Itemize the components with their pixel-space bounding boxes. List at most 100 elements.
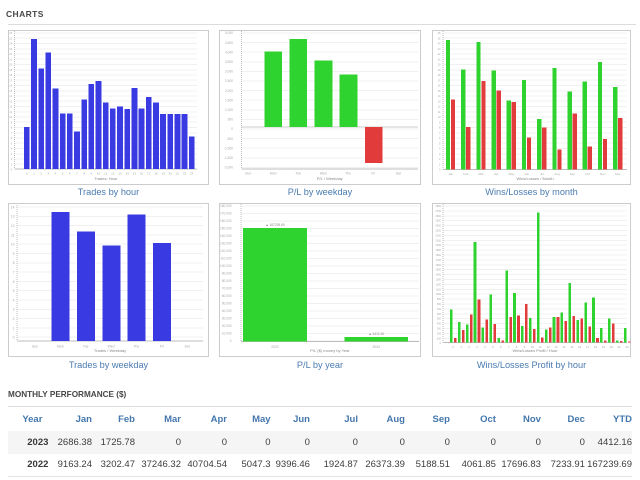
svg-text:19: 19 (9, 68, 12, 72)
svg-text:18: 18 (594, 345, 598, 349)
svg-text:500: 500 (437, 318, 442, 321)
svg-text:Sat: Sat (396, 172, 401, 176)
svg-text:2700: 2700 (435, 210, 441, 213)
svg-text:2,500: 2,500 (225, 79, 233, 83)
svg-text:3,500: 3,500 (225, 60, 233, 64)
svg-text:Jan: Jan (448, 172, 453, 176)
svg-text:Tue: Tue (295, 172, 301, 176)
svg-text:1,500: 1,500 (225, 98, 233, 102)
svg-text:Sat: Sat (185, 345, 190, 349)
svg-text:11: 11 (438, 110, 441, 114)
svg-text:8: 8 (83, 171, 85, 175)
svg-text:9: 9 (90, 171, 92, 175)
svg-text:4: 4 (484, 345, 486, 349)
svg-text:11: 11 (11, 233, 15, 237)
svg-text:110,000: 110,000 (220, 257, 232, 261)
svg-text:20: 20 (169, 171, 173, 175)
svg-text:5: 5 (439, 141, 441, 145)
svg-text:Thu: Thu (133, 345, 139, 349)
svg-text:14: 14 (9, 94, 12, 98)
svg-text:2600: 2600 (435, 215, 441, 218)
svg-text:25: 25 (438, 37, 441, 41)
svg-text:22: 22 (438, 52, 441, 56)
svg-text:Fri: Fri (371, 172, 375, 176)
svg-text:17: 17 (9, 79, 12, 83)
svg-text:2400: 2400 (435, 225, 441, 228)
svg-text:Aug: Aug (554, 172, 560, 176)
svg-text:140,000: 140,000 (220, 234, 232, 238)
svg-text:2022: 2022 (271, 345, 279, 349)
svg-text:24: 24 (9, 42, 12, 46)
svg-text:8: 8 (439, 126, 441, 130)
svg-text:1: 1 (460, 345, 462, 349)
svg-text:1500: 1500 (435, 269, 441, 272)
svg-text:19: 19 (438, 68, 441, 72)
svg-text:500: 500 (228, 118, 234, 122)
svg-text:3: 3 (47, 171, 49, 175)
svg-text:Fri: Fri (160, 345, 164, 349)
svg-text:21: 21 (438, 58, 441, 62)
svg-text:15: 15 (133, 171, 137, 175)
svg-text:21: 21 (176, 171, 180, 175)
svg-text:13: 13 (11, 215, 15, 219)
svg-text:2: 2 (468, 345, 470, 349)
svg-text:100: 100 (437, 337, 442, 340)
svg-text:90,000: 90,000 (222, 272, 232, 276)
svg-text:30,000: 30,000 (222, 317, 232, 321)
svg-text:17: 17 (438, 79, 441, 83)
svg-text:0: 0 (440, 342, 442, 345)
svg-text:10: 10 (11, 243, 15, 247)
svg-text:22: 22 (9, 52, 12, 56)
svg-text:Nov: Nov (600, 172, 606, 176)
svg-text:P/L ($) money by Year: P/L ($) money by Year (310, 348, 350, 353)
svg-text:12: 12 (111, 171, 115, 175)
svg-text:12: 12 (547, 345, 551, 349)
svg-text:7: 7 (11, 131, 13, 135)
svg-text:6: 6 (500, 345, 502, 349)
svg-text:16: 16 (140, 171, 144, 175)
svg-text:2300: 2300 (435, 230, 441, 233)
svg-text:23: 23 (9, 47, 12, 51)
svg-text:2000: 2000 (435, 244, 441, 247)
svg-text:15: 15 (438, 89, 441, 93)
svg-text:100,000: 100,000 (220, 264, 232, 268)
svg-text:P/L / Weekday: P/L / Weekday (317, 176, 343, 181)
svg-text:Trades / Weekday: Trades / Weekday (94, 348, 126, 353)
svg-text:8: 8 (11, 126, 13, 130)
svg-text:11: 11 (104, 171, 107, 175)
svg-text:1: 1 (11, 162, 13, 166)
svg-text:1,000: 1,000 (225, 108, 233, 112)
svg-text:8: 8 (13, 261, 15, 265)
svg-text:25: 25 (9, 37, 12, 41)
svg-text:13: 13 (118, 171, 122, 175)
svg-text:15: 15 (570, 345, 574, 349)
svg-text:7: 7 (439, 131, 441, 135)
svg-text:17: 17 (586, 345, 590, 349)
svg-text:10,000: 10,000 (222, 332, 232, 336)
svg-text:10: 10 (438, 115, 441, 119)
svg-text:3: 3 (13, 308, 15, 312)
svg-text:0: 0 (439, 168, 441, 172)
svg-text:2: 2 (13, 317, 15, 321)
svg-text:40,000: 40,000 (222, 309, 232, 313)
svg-text:May: May (509, 172, 515, 176)
svg-text:3: 3 (439, 152, 441, 156)
svg-text:4: 4 (55, 171, 57, 175)
svg-text:1600: 1600 (435, 264, 441, 267)
svg-text:5,000: 5,000 (225, 31, 233, 35)
svg-text:6: 6 (13, 280, 15, 284)
svg-text:Sun: Sun (32, 345, 38, 349)
svg-text:120,000: 120,000 (220, 249, 232, 253)
svg-text:900: 900 (437, 298, 442, 301)
svg-text:12: 12 (11, 224, 15, 228)
svg-text:Tue: Tue (83, 345, 89, 349)
svg-text:5: 5 (13, 289, 15, 293)
svg-text:-1,000: -1,000 (224, 146, 233, 150)
svg-text:-1,500: -1,500 (224, 156, 233, 160)
svg-text:9: 9 (439, 121, 441, 125)
svg-text:180,000: 180,000 (220, 204, 232, 208)
svg-text:9: 9 (524, 345, 526, 349)
svg-text:3: 3 (11, 152, 13, 156)
svg-text:12: 12 (9, 105, 12, 109)
svg-text:24: 24 (438, 42, 441, 46)
